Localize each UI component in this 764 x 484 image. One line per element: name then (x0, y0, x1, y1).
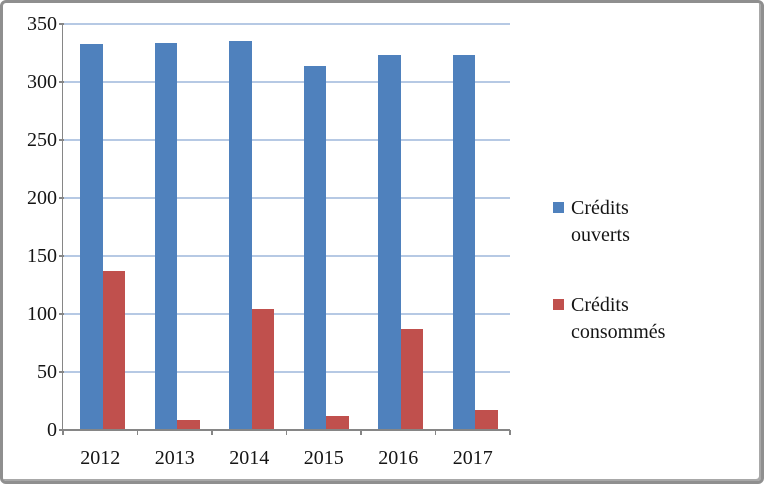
x-tick-1 (136, 430, 139, 435)
y-tick-label-100: 100 (27, 303, 57, 325)
bar-consommes-2012 (102, 271, 125, 430)
y-tick-label-50: 50 (37, 361, 57, 383)
bar-consommes-2016 (400, 329, 423, 430)
legend-item-credits-ouverts: Crédits ouverts (553, 195, 713, 249)
x-tick-last (509, 430, 511, 435)
x-tick-3 (285, 430, 288, 435)
bar-consommes-2017 (475, 410, 498, 430)
bar-ouverts-2012 (80, 43, 103, 430)
y-tick-150 (58, 255, 64, 257)
y-tick-350 (58, 23, 64, 25)
gridline-150 (63, 255, 510, 257)
bar-consommes-2015 (326, 416, 349, 430)
x-tick-4 (360, 430, 362, 435)
x-axis-line (58, 429, 510, 431)
legend-label-credits-consommes: Crédits consommés (571, 294, 666, 343)
bar-ouverts-2015 (303, 65, 326, 430)
gridline-50 (63, 371, 510, 373)
legend-swatch-blue (553, 202, 564, 213)
gridline-250 (63, 139, 510, 141)
x-tick-2 (211, 430, 213, 435)
gridline-350 (63, 23, 510, 25)
bar-ouverts-2017 (452, 55, 475, 430)
y-tick-label-200: 200 (27, 187, 57, 209)
x-tick-label-2012: 2012 (80, 447, 121, 469)
legend-item-credits-consommes: Crédits consommés (553, 292, 713, 346)
legend-swatch-red (553, 299, 564, 310)
x-tick-label-2013: 2013 (154, 447, 195, 469)
bar-consommes-2014 (251, 309, 274, 430)
y-tick-label-250: 250 (27, 129, 57, 151)
x-tick-label-2017: 2017 (452, 447, 493, 469)
gridline-200 (63, 197, 510, 199)
x-tick-label-2014: 2014 (229, 447, 270, 469)
y-axis-line (61, 24, 64, 435)
y-tick-label-150: 150 (27, 245, 57, 267)
bar-ouverts-2016 (378, 55, 401, 430)
x-tick-label-2016: 2016 (378, 447, 419, 469)
y-tick-label-350: 350 (27, 13, 57, 35)
y-tick-200 (58, 197, 64, 199)
x-tick-5 (434, 430, 437, 435)
legend-label-credits-ouverts: Crédits ouverts (571, 197, 630, 246)
bar-ouverts-2014 (229, 41, 252, 430)
bar-consommes-2013 (177, 419, 200, 430)
y-tick-label-300: 300 (27, 71, 57, 93)
y-tick-250 (58, 139, 64, 141)
gridline-300 (63, 81, 510, 83)
y-tick-100 (58, 313, 64, 315)
bar-ouverts-2013 (154, 42, 177, 430)
y-tick-label-0: 0 (47, 419, 57, 441)
y-tick-300 (58, 81, 64, 83)
y-tick-50 (58, 371, 64, 373)
x-tick-label-2015: 2015 (303, 447, 344, 469)
gridline-100 (63, 313, 510, 315)
